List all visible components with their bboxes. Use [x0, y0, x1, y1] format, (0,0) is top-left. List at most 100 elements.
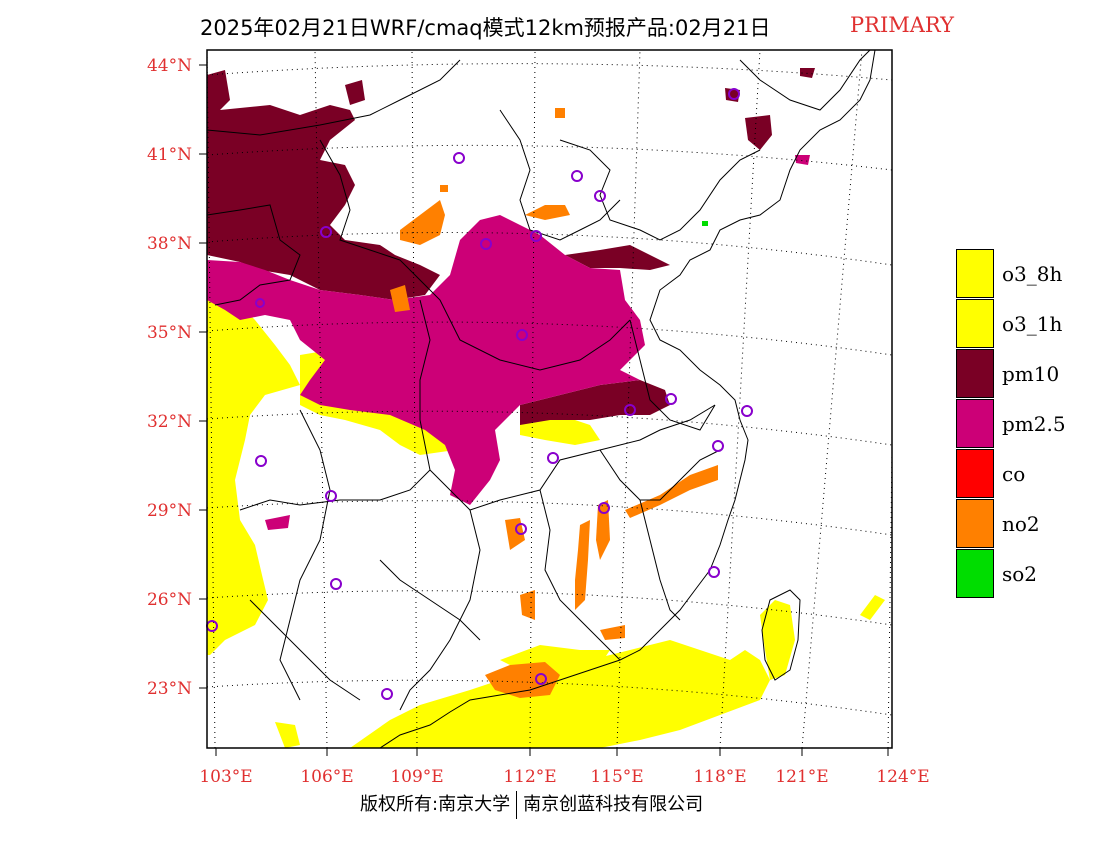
map-frame — [206, 49, 893, 749]
copyright-footer: 版权所有:南京大学 南京创蓝科技有限公司 — [360, 790, 703, 819]
station-marker — [712, 440, 724, 452]
station-marker — [381, 688, 393, 700]
province-line-2 — [206, 204, 301, 306]
lon-label: 115°E — [590, 767, 643, 787]
legend-swatch — [956, 249, 994, 298]
no2-band-zhejiang — [625, 465, 718, 518]
province-line-4 — [279, 409, 331, 701]
station-marker — [453, 152, 465, 164]
latitude-labels: 44°N 41°N 38°N 35°N 32°N 29°N 26°N 23°N — [147, 56, 192, 699]
station-marker — [624, 404, 636, 416]
lat-label: 26°N — [147, 590, 192, 610]
province-line-12 — [629, 319, 716, 431]
station-marker — [741, 405, 753, 417]
legend-label: pm2.5 — [1002, 412, 1066, 436]
station-marker — [708, 566, 720, 578]
legend-label: no2 — [1002, 512, 1040, 536]
pm10-region-hebei — [565, 245, 670, 270]
station-marker — [516, 329, 528, 341]
lon-label: 118°E — [693, 767, 746, 787]
legend-label: pm10 — [1002, 362, 1060, 386]
legend-swatch — [956, 399, 994, 448]
lat-label: 44°N — [147, 56, 192, 76]
legend-label: o3_1h — [1002, 312, 1063, 336]
o3-region-taiwan — [760, 600, 795, 680]
boundaries — [206, 49, 876, 749]
no2-band-jiangxi — [575, 520, 590, 610]
copyright-owner: 版权所有:南京大学 — [360, 794, 511, 815]
no2-region-pearl-river — [485, 662, 560, 698]
pm25-patch-south — [265, 515, 290, 530]
no2-patch-tiny — [440, 185, 448, 192]
pm10-patch-northeast — [745, 115, 772, 150]
station-marker — [571, 170, 583, 182]
lat-label: 35°N — [147, 323, 192, 343]
lon-label: 112°E — [503, 767, 556, 787]
lon-label: 103°E — [199, 767, 252, 787]
o3-region-small — [275, 722, 300, 748]
lat-label: 29°N — [147, 501, 192, 521]
station-marker — [320, 226, 332, 238]
coastline — [379, 49, 876, 749]
station-marker — [598, 502, 610, 514]
no2-band-jiangxi-2 — [596, 500, 610, 560]
border-north — [206, 59, 461, 136]
legend-swatch — [956, 349, 994, 398]
legend-item-o3-1h: o3_1h — [956, 299, 1100, 349]
legend-item-pm10: pm10 — [956, 349, 1100, 399]
legend-item-no2: no2 — [956, 499, 1100, 549]
station-markers — [206, 88, 753, 700]
map-title: 2025年02月21日WRF/cmaq模式12km预报产品:02月21日 — [200, 16, 771, 40]
province-line-11 — [559, 139, 761, 241]
station-marker — [255, 298, 265, 308]
province-line-5 — [429, 404, 716, 511]
province-line-14 — [379, 559, 481, 641]
province-line-6 — [399, 509, 481, 711]
legend-item-pm25: pm2.5 — [956, 399, 1100, 449]
lat-label: 32°N — [147, 412, 192, 432]
pm25-patch-ne — [795, 155, 810, 165]
legend-swatch — [956, 299, 994, 348]
taiwan-outline — [761, 589, 801, 681]
legend-label: o3_8h — [1002, 262, 1063, 286]
province-line-7 — [539, 489, 621, 661]
legend-swatch — [956, 549, 994, 598]
station-marker — [665, 393, 677, 405]
o3-region-south-coast — [350, 640, 770, 748]
legend-swatch — [956, 449, 994, 498]
axis-ticks — [199, 64, 889, 756]
no2-patch-small — [600, 625, 625, 640]
province-line-3 — [239, 299, 431, 511]
no2-patch-shaanxi — [390, 285, 410, 312]
so2-patch — [702, 221, 708, 226]
no2-region-ordos — [400, 200, 445, 245]
longitude-labels: 103°E 106°E 109°E 112°E 115°E 118°E 121°… — [199, 767, 929, 787]
legend-swatch — [956, 499, 994, 548]
station-marker — [480, 238, 492, 250]
no2-region-beijing — [525, 205, 570, 220]
station-marker — [325, 490, 337, 502]
pollutant-fields — [207, 68, 885, 748]
province-line-8 — [599, 449, 721, 501]
lon-label: 121°E — [775, 767, 828, 787]
province-line-15 — [249, 599, 361, 701]
station-marker — [255, 455, 267, 467]
pm10-region-northwest — [207, 70, 440, 300]
lat-label: 23°N — [147, 679, 192, 699]
station-marker — [594, 190, 606, 202]
province-line-9 — [639, 499, 681, 621]
station-marker — [330, 578, 342, 590]
legend-item-so2: so2 — [956, 549, 1100, 599]
no2-patch-tiny-2 — [555, 108, 565, 118]
pm25-region-central — [207, 215, 645, 505]
legend-label: co — [1002, 462, 1026, 486]
meridian-121 — [801, 49, 863, 749]
station-marker — [547, 452, 559, 464]
station-marker — [535, 673, 547, 685]
station-marker — [728, 88, 740, 100]
province-line-13 — [739, 49, 871, 111]
legend-label: so2 — [1002, 562, 1038, 586]
graticule — [206, 49, 893, 749]
primary-pollutant-tag: PRIMARY — [850, 13, 954, 37]
